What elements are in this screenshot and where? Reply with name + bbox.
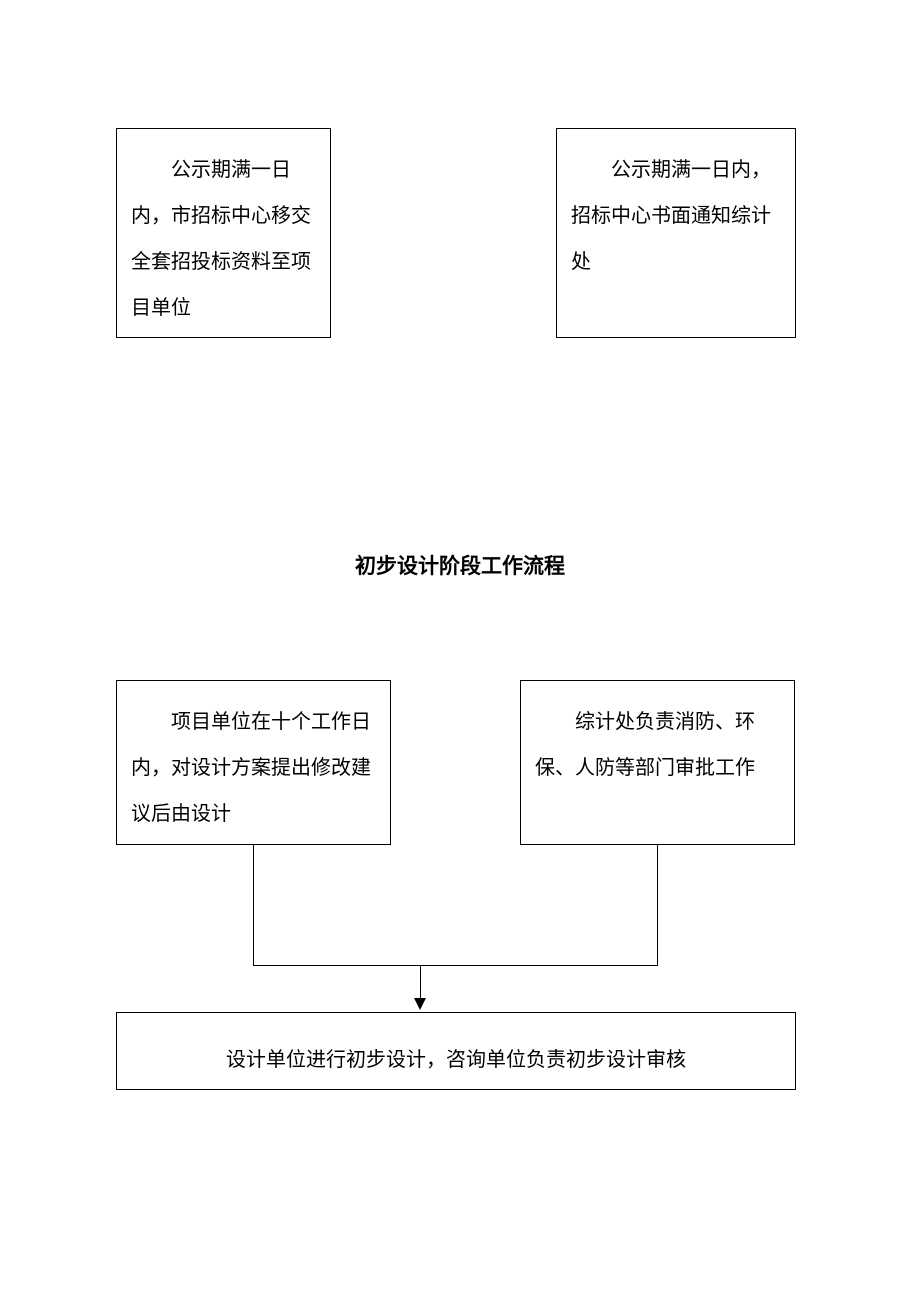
top-right-text: 公示期满一日内，招标中心书面通知综计处 [571, 147, 781, 285]
mid-right-box: 综计处负责消防、环保、人防等部门审批工作 [520, 680, 795, 845]
top-left-text: 公示期满一日内，市招标中心移交全套招投标资料至项目单位 [131, 147, 316, 331]
bottom-box: 设计单位进行初步设计，咨询单位负责初步设计审核 [116, 1012, 796, 1090]
bottom-text: 设计单位进行初步设计，咨询单位负责初步设计审核 [131, 1037, 781, 1083]
connector-horizontal [253, 965, 658, 966]
arrow-down-icon [414, 998, 426, 1010]
top-right-box: 公示期满一日内，招标中心书面通知综计处 [556, 128, 796, 338]
mid-left-text: 项目单位在十个工作日内，对设计方案提出修改建议后由设计 [131, 699, 376, 837]
section-title: 初步设计阶段工作流程 [0, 550, 920, 580]
mid-right-text: 综计处负责消防、环保、人防等部门审批工作 [535, 699, 780, 791]
mid-left-box: 项目单位在十个工作日内，对设计方案提出修改建议后由设计 [116, 680, 391, 845]
top-left-box: 公示期满一日内，市招标中心移交全套招投标资料至项目单位 [116, 128, 331, 338]
connector-left-vertical [253, 845, 254, 965]
connector-down-line [420, 965, 421, 1000]
connector-right-vertical [657, 845, 658, 965]
